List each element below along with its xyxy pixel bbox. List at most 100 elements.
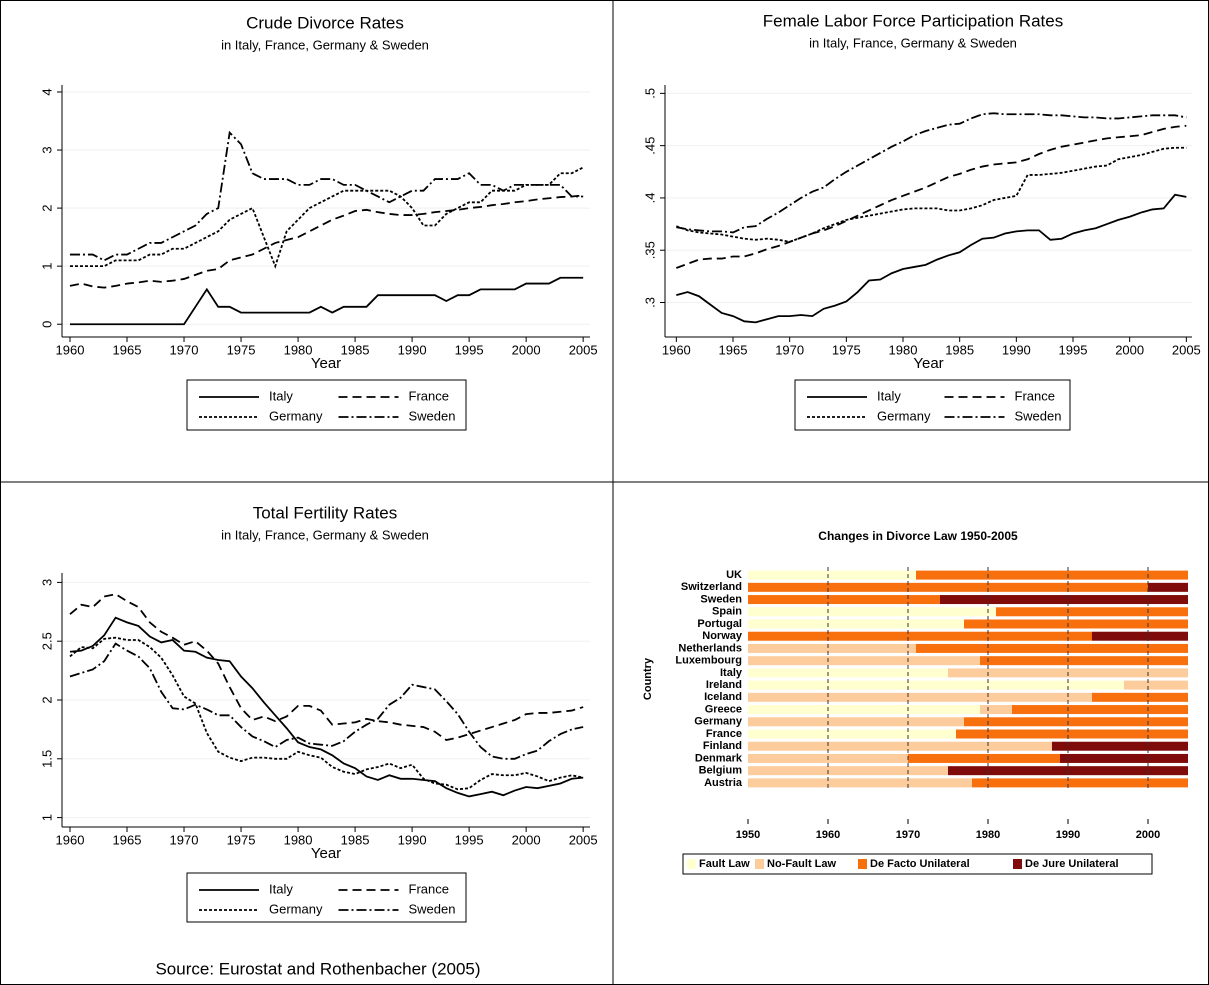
x-tick-label: 1960 <box>662 342 691 357</box>
category-label: Norway <box>702 630 743 642</box>
legend-label: Italy <box>269 881 293 896</box>
segment <box>1092 631 1188 641</box>
y-tick-label: 3 <box>39 146 54 153</box>
legend-label: De Facto Unilateral <box>870 858 970 870</box>
category-label: Italy <box>720 667 743 679</box>
x-tick-label: 1985 <box>341 832 370 847</box>
x-tick-label: 1975 <box>832 342 861 357</box>
x-tick-label: 2000 <box>512 342 541 357</box>
y-tick-label: 3 <box>39 579 54 586</box>
segment <box>748 582 1148 592</box>
category-label: Ireland <box>706 679 742 691</box>
chart-subtitle: in Italy, France, Germany & Sweden <box>221 527 429 542</box>
x-tick-label: 1950 <box>736 829 760 841</box>
legend <box>682 853 1153 875</box>
segment <box>748 766 948 776</box>
legend-label: No-Fault Law <box>767 858 836 870</box>
x-tick-label: 1990 <box>398 342 427 357</box>
y-tick-label: 1 <box>39 263 54 270</box>
segment <box>748 717 964 727</box>
segment <box>956 729 1188 739</box>
segment <box>964 717 1188 727</box>
series-line <box>69 593 584 741</box>
x-tick-label: 1985 <box>945 342 974 357</box>
segment <box>1060 753 1188 763</box>
legend-swatch <box>1013 859 1022 869</box>
legend-label: France <box>1015 388 1055 403</box>
segment <box>748 631 1092 641</box>
x-tick-label: 1995 <box>455 342 484 357</box>
y-tick-label: 0 <box>39 321 54 328</box>
x-tick-label: 1960 <box>56 342 85 357</box>
legend-swatch <box>755 859 764 869</box>
x-tick-label: 1990 <box>1056 829 1080 841</box>
y-tick-label: 1 <box>39 814 54 821</box>
y-tick-label: .35 <box>642 241 657 259</box>
legend-swatch <box>858 859 867 869</box>
x-tick-label: 1975 <box>227 832 256 847</box>
category-label: Netherlands <box>678 642 742 654</box>
legend-label: De Jure Unilateral <box>1025 858 1119 870</box>
legend-swatch <box>687 859 696 869</box>
chart-title: Crude Divorce Rates <box>246 13 404 32</box>
x-tick-label: 1990 <box>1002 342 1031 357</box>
x-tick-label: 1995 <box>1059 342 1088 357</box>
legend-label: Sweden <box>409 901 456 916</box>
category-label: UK <box>726 569 742 581</box>
category-label: Germany <box>694 716 743 728</box>
category-label: Luxembourg <box>675 655 742 667</box>
x-tick-label: 2000 <box>1115 342 1144 357</box>
chart-subtitle: in Italy, France, Germany & Sweden <box>221 37 429 52</box>
segment <box>748 595 940 605</box>
segment <box>748 570 916 580</box>
segment <box>1092 692 1188 702</box>
category-label: Finland <box>703 740 742 752</box>
x-tick-label: 1960 <box>816 829 840 841</box>
y-tick-label: 2.5 <box>39 632 54 650</box>
segment <box>908 753 1060 763</box>
segment <box>748 656 980 666</box>
x-tick-label: 2000 <box>1136 829 1160 841</box>
segment <box>748 619 964 629</box>
series-line <box>69 642 584 760</box>
legend <box>794 379 1071 431</box>
category-label: Portugal <box>697 618 742 630</box>
segment <box>940 595 1188 605</box>
x-tick-label: 1970 <box>775 342 804 357</box>
segment <box>748 729 956 739</box>
source-note: Source: Eurostat and Rothenbacher (2005) <box>155 959 480 978</box>
series-line <box>676 124 1187 269</box>
y-tick-label: .3 <box>642 297 657 308</box>
segment <box>964 619 1188 629</box>
x-tick-label: 1960 <box>56 832 85 847</box>
legend-label: France <box>409 388 449 403</box>
x-tick-label: 1975 <box>227 342 256 357</box>
x-tick-label: 2005 <box>569 832 598 847</box>
series-line <box>69 194 584 289</box>
category-label: Greece <box>705 703 742 715</box>
chart-title: Female Labor Force Participation Rates <box>763 11 1063 30</box>
x-tick-label: 1965 <box>113 342 142 357</box>
y-axis-label: Country <box>642 657 654 700</box>
y-tick-label: 1.5 <box>39 750 54 768</box>
series-line <box>676 112 1187 234</box>
series-line <box>69 166 584 269</box>
segment <box>748 680 1124 690</box>
category-label: Austria <box>704 777 743 789</box>
series-line <box>69 636 584 791</box>
category-label: Switzerland <box>681 581 742 593</box>
category-label: Belgium <box>699 765 743 777</box>
legend-label: Italy <box>877 388 901 403</box>
x-tick-label: 2005 <box>1172 342 1201 357</box>
x-tick-label: 1965 <box>113 832 142 847</box>
segment <box>980 656 1188 666</box>
y-tick-label: 2 <box>39 696 54 703</box>
x-tick-label: 1970 <box>170 342 199 357</box>
category-label: Spain <box>712 606 742 618</box>
chart-title: Changes in Divorce Law 1950-2005 <box>818 529 1018 543</box>
y-tick-label: 2 <box>39 204 54 211</box>
x-axis-label: Year <box>311 355 341 372</box>
x-tick-label: 2000 <box>512 832 541 847</box>
category-label: Denmark <box>695 752 743 764</box>
